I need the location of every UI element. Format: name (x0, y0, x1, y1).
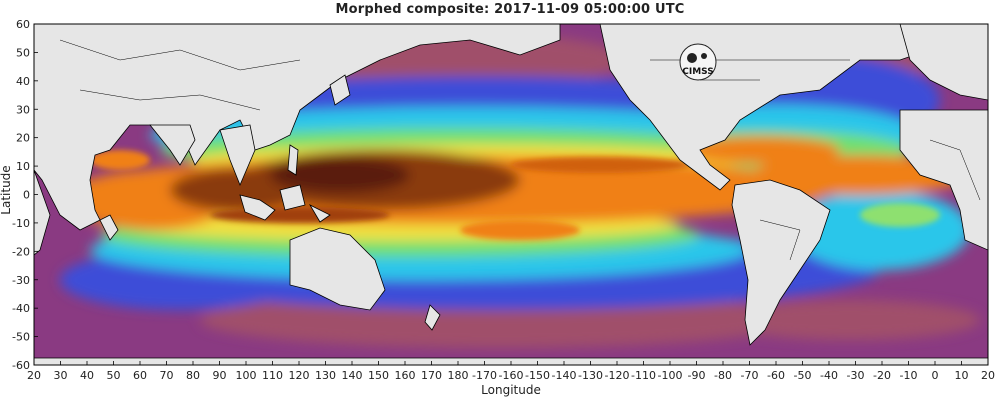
x-tick-label: -140 (552, 369, 577, 382)
x-tick-label: 80 (186, 369, 200, 382)
x-tick-label: 0 (932, 369, 939, 382)
land-africa-right (899, 109, 988, 251)
land-indochina (219, 124, 256, 187)
x-tick-label: 150 (368, 369, 389, 382)
x-tick-label: -120 (605, 369, 630, 382)
x-tick-label: -110 (631, 369, 656, 382)
y-tick-label: -30 (12, 274, 30, 287)
x-tick-label: 160 (395, 369, 416, 382)
cimss-logo: CIMSS (679, 43, 717, 81)
x-tick-label: -70 (741, 369, 759, 382)
x-tick-label: 30 (54, 369, 68, 382)
land-eurasia-africa (34, 24, 561, 241)
x-tick-label: 40 (80, 369, 94, 382)
x-tick-label: 140 (342, 369, 363, 382)
x-tick-label: -160 (499, 369, 524, 382)
x-tick-label: -60 (767, 369, 785, 382)
x-tick-label: 120 (289, 369, 310, 382)
y-tick-label: -10 (12, 217, 30, 230)
x-tick-label: 50 (107, 369, 121, 382)
x-tick-label: 130 (315, 369, 336, 382)
y-tick-label: 30 (16, 103, 30, 116)
y-tick-label: 20 (16, 132, 30, 145)
x-tick-label: -30 (847, 369, 865, 382)
x-tick-label: 180 (448, 369, 469, 382)
x-tick-label: 170 (421, 369, 442, 382)
y-tick-label: 50 (16, 46, 30, 59)
x-tick-label: 110 (262, 369, 283, 382)
y-tick-label: -50 (12, 331, 30, 344)
land-africa-south (34, 169, 51, 256)
x-tick-label: -50 (794, 369, 812, 382)
x-tick-label: 100 (236, 369, 257, 382)
x-tick-label: 90 (213, 369, 227, 382)
x-tick-label: -10 (900, 369, 918, 382)
y-tick-label: 0 (23, 189, 30, 202)
x-tick-label: -150 (525, 369, 550, 382)
x-tick-label: 20 (27, 369, 41, 382)
land-japan (329, 74, 351, 106)
x-tick-label: 60 (133, 369, 147, 382)
x-tick-label: -90 (688, 369, 706, 382)
x-tick-label: -170 (472, 369, 497, 382)
x-tick-label: -130 (578, 369, 603, 382)
x-tick-label: 70 (160, 369, 174, 382)
y-tick-label: 40 (16, 75, 30, 88)
map-plot-area (34, 24, 988, 365)
y-tick-label: -20 (12, 245, 30, 258)
x-tick-label: 10 (955, 369, 969, 382)
map-title: Morphed composite: 2017-11-09 05:00:00 U… (335, 2, 685, 17)
land-new-zealand (424, 304, 441, 331)
y-tick-label: -40 (12, 302, 30, 315)
y-axis-label: Latitude (0, 165, 13, 215)
x-axis-ticks: 20 30 40 50 60 70 80 90 100 110 120 130 140 150 160 170… (27, 361, 995, 382)
land-europe-right (899, 24, 988, 101)
x-tick-label: 20 (981, 369, 995, 382)
land-indonesia (239, 184, 331, 223)
y-axis-ticks: 60 50 40 30 20 10 0 -10 -20 -30 -40 -50 -60 (12, 18, 38, 372)
land-india (149, 124, 196, 166)
land-south-america (731, 179, 831, 346)
x-tick-label: -80 (714, 369, 732, 382)
y-tick-label: -60 (12, 359, 30, 372)
land-australia (289, 227, 386, 311)
x-tick-label: -100 (658, 369, 683, 382)
x-tick-label: -20 (873, 369, 891, 382)
y-tick-label: 60 (16, 18, 30, 31)
land-philippines (287, 144, 299, 176)
svg-text:CIMSS: CIMSS (682, 67, 713, 77)
x-tick-label: -40 (820, 369, 838, 382)
y-tick-label: 10 (16, 160, 30, 173)
x-axis-label: Longitude (481, 383, 541, 397)
